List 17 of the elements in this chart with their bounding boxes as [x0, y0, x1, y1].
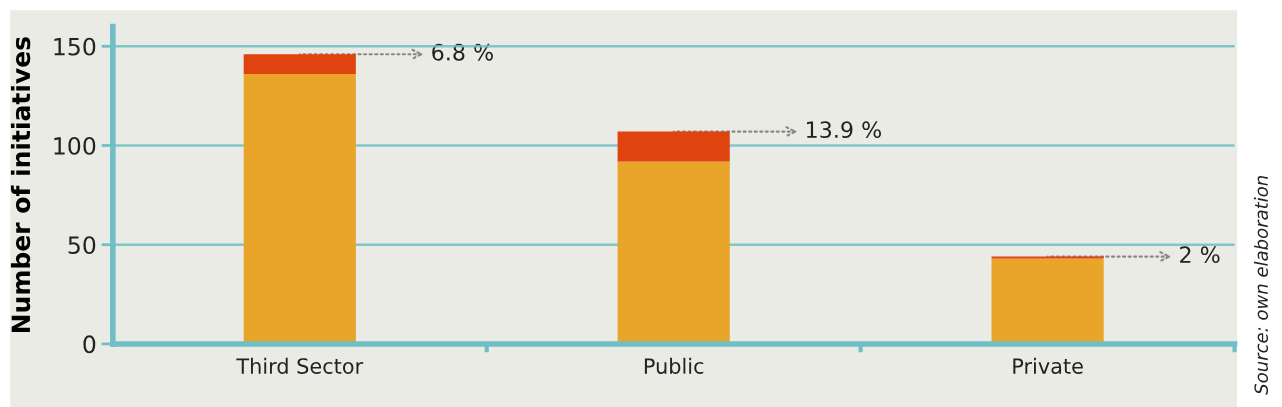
x-tick-label: Third Sector — [236, 357, 364, 374]
y-tick-label: 100 — [54, 136, 96, 155]
y-tick-label: 50 — [68, 236, 96, 255]
annotation: 6.8 % — [432, 43, 493, 61]
annotation: 2 % — [1180, 246, 1220, 264]
x-tick-label: Public — [644, 357, 704, 374]
y-tick-label: 150 — [54, 37, 96, 56]
x-tick-label: Private — [1013, 357, 1083, 374]
source-note: Source: own elaboration — [1254, 176, 1269, 395]
bar — [991, 258, 1104, 344]
bar — [243, 74, 356, 344]
y-axis-title: Number of initiatives — [10, 37, 31, 333]
y-tick-label: 0 — [83, 335, 96, 354]
bar — [617, 131, 730, 162]
bar — [617, 161, 730, 344]
bar — [243, 54, 356, 75]
annotation: 13.9 % — [807, 121, 881, 139]
